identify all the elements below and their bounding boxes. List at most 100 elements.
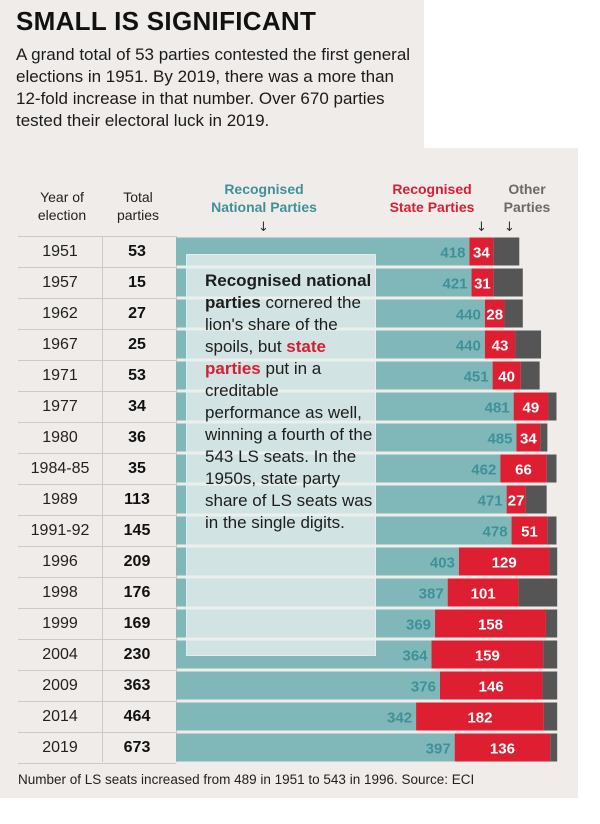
other-bar <box>540 423 548 452</box>
state-value-label: 51 <box>521 524 538 541</box>
total-parties-cell: 36 <box>128 429 146 446</box>
total-parties-cell: 230 <box>123 646 151 663</box>
state-value-label: 66 <box>515 462 532 479</box>
other-bar <box>493 237 520 266</box>
table-row-divider <box>18 329 176 330</box>
state-legend-label: Recognised State Parties <box>380 180 484 216</box>
national-value-label: 485 <box>487 431 512 448</box>
national-value-label: 478 <box>483 524 508 541</box>
national-value-label: 376 <box>411 679 436 696</box>
total-parties-cell: 169 <box>123 615 151 632</box>
other-bar <box>543 640 558 669</box>
total-parties-cell: 53 <box>128 243 146 260</box>
total-parties-cell: 25 <box>128 336 146 353</box>
other-header-line1: Other <box>508 181 546 197</box>
state-bar <box>469 237 494 266</box>
state-value-label: 49 <box>523 400 540 417</box>
table-divider-1 <box>102 236 103 762</box>
year-cell: 2009 <box>42 677 78 694</box>
table-row-divider <box>18 577 176 578</box>
national-value-label: 403 <box>430 555 455 572</box>
other-header-line2: Parties <box>503 199 551 215</box>
year-cell: 1996 <box>42 553 78 570</box>
other-bar <box>547 516 557 545</box>
national-value-label: 471 <box>478 493 503 510</box>
year-cell: 1998 <box>42 584 78 601</box>
state-value-label: 146 <box>479 679 504 696</box>
national-value-label: 481 <box>485 400 510 417</box>
year-cell: 2019 <box>42 739 78 756</box>
other-bar <box>515 330 542 359</box>
national-value-label: 440 <box>456 307 481 324</box>
year-cell: 1980 <box>42 429 78 446</box>
state-value-label: 27 <box>508 493 525 510</box>
table-row-divider <box>18 360 176 361</box>
intro-paragraph: A grand total of 53 parties contested th… <box>16 45 411 130</box>
other-bar <box>549 547 558 576</box>
year-cell: 2014 <box>42 708 78 725</box>
state-value-label: 182 <box>467 710 492 727</box>
other-bar <box>546 454 557 483</box>
table-row-divider <box>18 639 176 640</box>
year-cell: 1977 <box>42 398 78 415</box>
state-value-label: 31 <box>474 276 491 293</box>
callout-text-part2: cornered the lion's share of the spoils,… <box>205 293 361 356</box>
total-parties-cell: 673 <box>123 739 151 756</box>
state-bar <box>471 268 494 297</box>
total-header-line2: parties <box>116 207 160 223</box>
year-cell: 1967 <box>42 336 78 353</box>
table-row-divider <box>18 670 176 671</box>
year-cell: 1971 <box>42 367 78 384</box>
background-header-panel <box>0 0 424 160</box>
table-row-divider <box>18 515 176 516</box>
national-arrow-icon: ↓ <box>258 220 269 235</box>
year-cell: 2004 <box>42 646 78 663</box>
national-value-label: 462 <box>471 462 496 479</box>
total-parties-cell: 363 <box>123 677 151 694</box>
callout-text-part4: put in a creditable performance as well,… <box>205 359 373 532</box>
state-bar <box>516 423 541 452</box>
callout-box <box>186 254 376 656</box>
table-row-divider <box>18 701 176 702</box>
state-arrow-icon: ↓ <box>476 220 487 235</box>
state-bar <box>500 454 547 483</box>
state-value-label: 136 <box>490 741 515 758</box>
state-bar <box>431 640 544 669</box>
other-bar <box>520 361 540 390</box>
state-bar <box>435 609 546 638</box>
callout-highlight-national: Recognised national parties <box>205 271 372 312</box>
state-value-label: 40 <box>498 369 515 386</box>
total-parties-cell: 464 <box>123 708 151 725</box>
other-bar <box>543 702 558 731</box>
state-header-line1: Recognised <box>392 181 472 197</box>
state-bar <box>416 702 544 731</box>
national-value-label: 364 <box>402 648 428 665</box>
national-bar <box>176 733 455 762</box>
state-bar <box>492 361 521 390</box>
table-row-divider <box>18 484 176 485</box>
year-cell: 1957 <box>42 274 78 291</box>
other-legend-label: Other Parties <box>494 180 560 216</box>
callout-text: Recognised national parties cornered the… <box>205 270 377 534</box>
table-row-divider <box>18 546 176 547</box>
table-row-divider <box>18 453 176 454</box>
state-header-line2: State Parties <box>389 199 475 215</box>
state-bar <box>454 733 551 762</box>
year-cell: 1989 <box>42 491 78 508</box>
other-bar <box>504 299 523 328</box>
state-bar <box>513 392 549 421</box>
other-bar <box>493 268 523 297</box>
table-row-divider <box>18 422 176 423</box>
national-bar <box>176 702 417 731</box>
total-header: Total parties <box>106 188 170 224</box>
total-header-line1: Total <box>123 189 153 205</box>
national-header-line2: National Parties <box>211 199 317 215</box>
year-cell: 1991-92 <box>30 522 90 539</box>
state-value-label: 43 <box>492 338 509 355</box>
other-bar <box>548 392 557 421</box>
year-cell: 1962 <box>42 305 78 322</box>
national-value-label: 397 <box>426 741 451 758</box>
state-bar <box>484 330 516 359</box>
table-row-divider <box>18 732 176 733</box>
